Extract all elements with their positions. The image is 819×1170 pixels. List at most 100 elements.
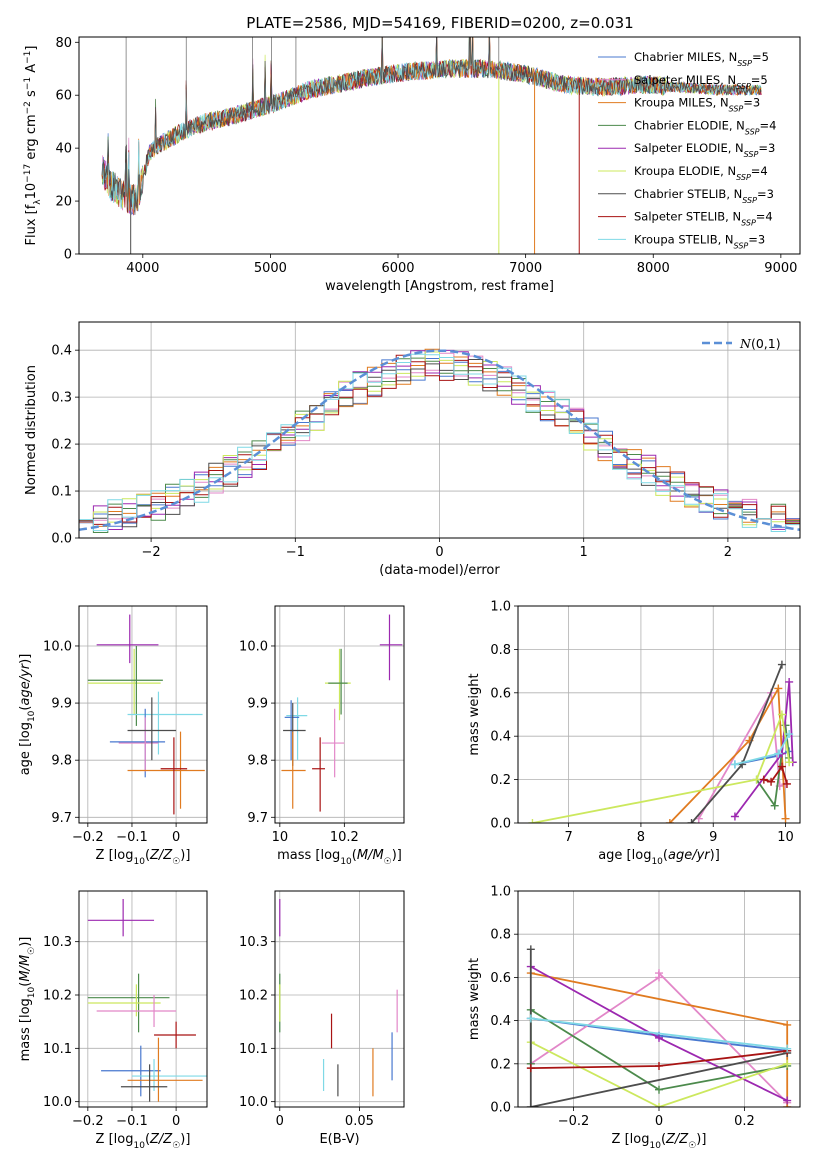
errorbar-point: [87, 648, 161, 715]
y-tick-label: 1.0: [490, 600, 511, 615]
y-tick-label: 9.7: [247, 811, 268, 826]
x-tick-label: 7000: [509, 261, 542, 276]
mass-weight-marker: [777, 762, 786, 771]
mass-weight-marker: [526, 1064, 535, 1073]
x-tick-label: 0: [172, 830, 180, 845]
y-tick-label: 40: [55, 142, 72, 157]
mass-weight-marker: [781, 814, 790, 823]
y-tick-label: 0.1: [51, 485, 72, 500]
axes-frame: [78, 36, 801, 255]
x-tick-label: 5000: [254, 261, 287, 276]
legend-entry: Chabrier ELODIE, NSSP=4: [634, 118, 776, 136]
x-tick-label: 10: [272, 830, 289, 845]
plot-marks: [281, 614, 403, 812]
mass-weight-marker: [777, 710, 786, 719]
residual-histogram: [79, 353, 800, 538]
errorbar-point: [321, 708, 345, 778]
axes-frame: [517, 605, 801, 824]
mass-weight-series: [734, 681, 794, 818]
y-tick-label: 0.0: [51, 532, 72, 547]
y-tick-label: 9.8: [51, 754, 72, 769]
mass-weight-marker: [655, 1103, 663, 1107]
y-tick-label: 10.3: [239, 935, 268, 950]
mass-weight-series: [530, 1041, 788, 1107]
x-tick-label: 0: [172, 1114, 180, 1129]
mass-weight-marker: [526, 945, 535, 954]
x-axis-label: age [log10(age/yr)]: [598, 848, 720, 867]
errorbar-point: [379, 614, 403, 681]
legend-entry: Salpeter MILES, NSSP=5: [634, 73, 768, 91]
plot-marks: [279, 899, 398, 1097]
y-axis-label: mass weight: [467, 958, 482, 1040]
mass-weight-marker: [655, 1061, 663, 1070]
panel-age_vs_mass: 10 10.2 9.7 9.8 9.9 10.0 mass [log10(M/M☉)]: [239, 605, 405, 867]
mass-weight-series: [755, 725, 791, 809]
errorbar-point: [127, 1037, 203, 1102]
errorbar-point: [96, 995, 177, 1027]
y-tick-label: 10.2: [43, 989, 72, 1004]
y-tick-label: 0.4: [490, 730, 511, 745]
y-tick-label: 0.3: [51, 391, 72, 406]
y-axis-label: age [log10(age/yr)]: [18, 654, 37, 776]
y-tick-label: 10.3: [43, 935, 72, 950]
x-tick-label: 4000: [126, 261, 159, 276]
x-axis-label: E(B-V): [319, 1132, 359, 1147]
errorbar-point: [127, 697, 177, 761]
plot-marks: [101, 37, 762, 254]
x-tick-label: 8: [637, 830, 645, 845]
mass-weight-marker: [774, 749, 783, 758]
y-tick-label: 0.4: [51, 344, 72, 359]
mass-weight-marker: [655, 969, 663, 978]
plot-area: [518, 606, 800, 823]
figure-title: PLATE=2586, MJD=54169, FIBERID=0200, z=0…: [246, 14, 633, 32]
y-tick-label: 10.2: [239, 989, 268, 1004]
y-tick-label: 9.7: [51, 811, 72, 826]
mass-weight-marker: [526, 1014, 535, 1023]
y-tick-label: 10.0: [43, 639, 72, 654]
residual-legend: N(0,1): [702, 336, 781, 351]
y-tick-label: 0: [64, 248, 72, 263]
x-tick-label: 0: [655, 1114, 663, 1129]
y-tick-label: 0.6: [490, 971, 511, 986]
x-axis-label: Z [log10(Z/Z☉)]: [96, 1132, 191, 1151]
mass-weight-marker: [770, 801, 779, 810]
y-tick-label: 9.8: [247, 754, 268, 769]
errorbar-point: [127, 731, 205, 809]
mass-weight-marker: [687, 819, 696, 823]
mass-weight-marker: [777, 660, 786, 669]
axes-frame: [78, 890, 208, 1108]
plot-marks: [87, 614, 205, 815]
errorbar-point: [312, 737, 325, 812]
mass-weight-marker: [767, 777, 776, 786]
spectrum-line: [101, 37, 762, 215]
mass-weight-marker: [785, 677, 794, 686]
y-tick-label: 0.8: [490, 643, 511, 658]
errorbar-point: [127, 691, 203, 755]
mass-weight-marker: [783, 1059, 792, 1068]
mass-weight-series: [530, 1017, 788, 1050]
errorbar-point: [160, 737, 188, 815]
mass-weight-marker: [665, 819, 674, 823]
x-tick-label: 8000: [637, 261, 670, 276]
y-axis-label: Flux [fλ10−17 erg cm−2 s−1 A−1]: [23, 46, 43, 246]
x-tick-label: 1: [580, 545, 588, 560]
panel-mass_weight_vs_Z: −0.2 0 0.2 0.0 0.2 0.4 0.6 0.8 1.0 Z [log10(Z/Z☉)…: [467, 885, 801, 1151]
legend-entry: Salpeter STELIB, NSSP=4: [634, 210, 773, 228]
x-tick-label: 0: [276, 1114, 284, 1129]
spectrum-legend: Chabrier MILES, NSSP=5 Salpeter MILES, NS…: [598, 50, 776, 250]
y-tick-label: 1.0: [490, 885, 511, 900]
mass-weight-marker: [783, 1044, 792, 1053]
x-tick-label: 0.2: [734, 1114, 755, 1129]
errorbar-point: [87, 899, 155, 937]
x-axis-label: Z [log10(Z/Z☉)]: [96, 848, 191, 867]
x-axis-label: wavelength [Angstrom, rest frame]: [325, 279, 554, 294]
x-tick-label: 6000: [381, 261, 414, 276]
x-tick-label: 0.05: [345, 1114, 374, 1129]
y-tick-label: 0.6: [490, 686, 511, 701]
x-tick-label: 10: [777, 830, 794, 845]
y-tick-label: 60: [55, 89, 72, 104]
panel-mass_vs_ebv: 0 0.05 10.0 10.1 10.2 10.3 E(B-V): [239, 890, 405, 1147]
plot-marks: [79, 348, 800, 538]
legend-entry: Salpeter ELODIE, NSSP=3: [634, 141, 775, 159]
